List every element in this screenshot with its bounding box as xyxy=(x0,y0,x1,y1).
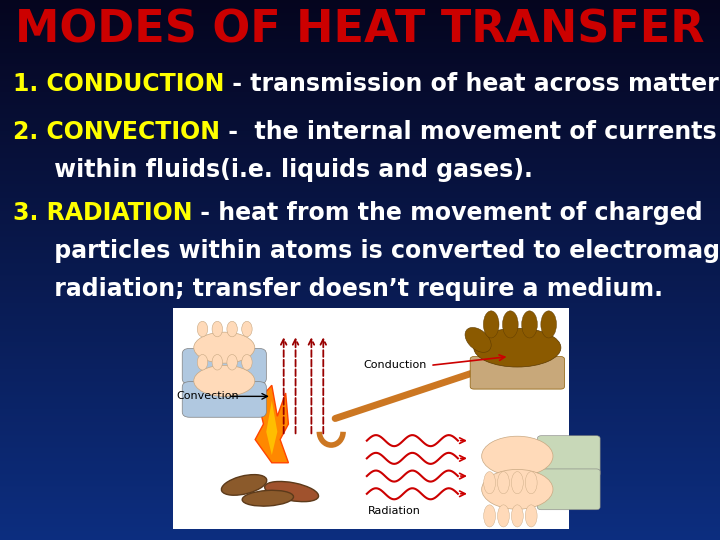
Ellipse shape xyxy=(194,332,255,363)
Ellipse shape xyxy=(242,490,294,506)
FancyBboxPatch shape xyxy=(537,469,600,510)
Ellipse shape xyxy=(511,471,523,494)
Ellipse shape xyxy=(212,355,222,370)
Ellipse shape xyxy=(227,321,238,337)
Ellipse shape xyxy=(194,366,255,396)
Ellipse shape xyxy=(265,482,318,502)
Text: Convection: Convection xyxy=(177,392,239,401)
Text: 2. CONVECTION: 2. CONVECTION xyxy=(13,120,220,144)
Text: Conduction: Conduction xyxy=(363,360,426,370)
FancyBboxPatch shape xyxy=(537,436,600,477)
Ellipse shape xyxy=(526,471,537,494)
FancyBboxPatch shape xyxy=(182,382,266,417)
Text: MODES OF HEAT TRANSFER: MODES OF HEAT TRANSFER xyxy=(15,8,705,51)
Bar xyxy=(173,308,569,529)
Ellipse shape xyxy=(526,505,537,527)
Polygon shape xyxy=(255,386,289,463)
Ellipse shape xyxy=(221,475,267,495)
Ellipse shape xyxy=(197,355,208,370)
Ellipse shape xyxy=(474,328,561,367)
Ellipse shape xyxy=(484,505,495,527)
Ellipse shape xyxy=(522,311,537,338)
Text: - transmission of heat across matter: - transmission of heat across matter xyxy=(225,72,719,96)
Ellipse shape xyxy=(465,327,491,352)
Polygon shape xyxy=(266,401,277,455)
Ellipse shape xyxy=(482,436,553,476)
FancyBboxPatch shape xyxy=(470,356,564,389)
Text: 1. CONDUCTION: 1. CONDUCTION xyxy=(13,72,225,96)
Text: within fluids(i.e. liquids and gases).: within fluids(i.e. liquids and gases). xyxy=(13,158,533,182)
Ellipse shape xyxy=(503,311,518,338)
Text: particles within atoms is converted to electromagnetic: particles within atoms is converted to e… xyxy=(13,239,720,263)
Ellipse shape xyxy=(511,505,523,527)
Ellipse shape xyxy=(482,469,553,509)
Ellipse shape xyxy=(212,321,222,337)
Text: Radiation: Radiation xyxy=(368,507,421,516)
Text: radiation; transfer doesn’t require a medium.: radiation; transfer doesn’t require a me… xyxy=(13,277,663,301)
Ellipse shape xyxy=(242,321,252,337)
Ellipse shape xyxy=(197,321,208,337)
Text: - heat from the movement of charged: - heat from the movement of charged xyxy=(192,201,703,225)
Ellipse shape xyxy=(242,355,252,370)
Ellipse shape xyxy=(484,471,495,494)
Ellipse shape xyxy=(498,505,510,527)
FancyBboxPatch shape xyxy=(182,348,266,384)
Ellipse shape xyxy=(227,355,238,370)
Ellipse shape xyxy=(483,311,499,338)
Text: -  the internal movement of currents: - the internal movement of currents xyxy=(220,120,716,144)
Ellipse shape xyxy=(498,471,510,494)
Text: 3. RADIATION: 3. RADIATION xyxy=(13,201,192,225)
Ellipse shape xyxy=(541,311,557,338)
